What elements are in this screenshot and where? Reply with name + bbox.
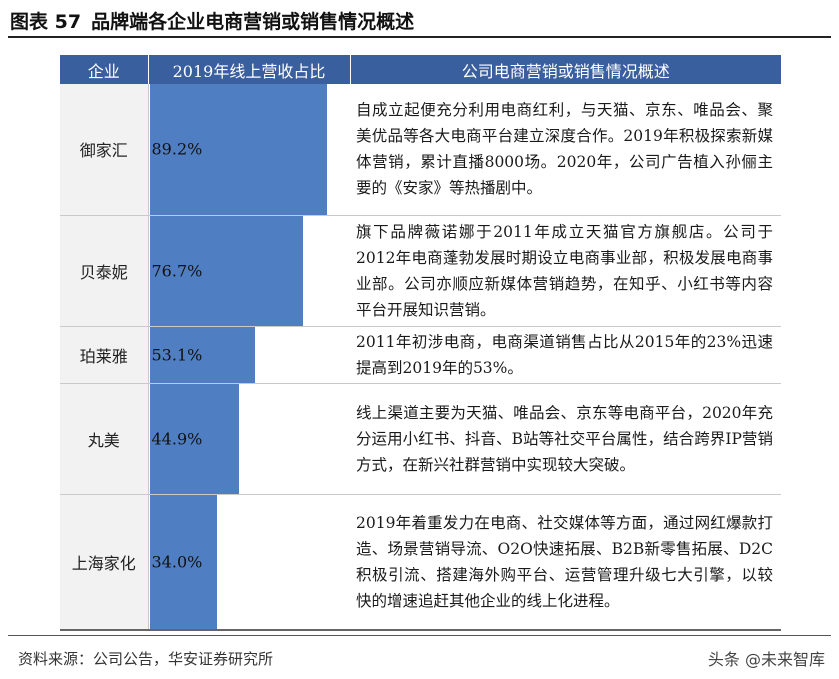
share-bar <box>149 383 240 494</box>
description-cell: 线上渠道主要为天猫、唯品会、京东等电商平台，2020年充分运用小红书、抖音、B站… <box>350 383 781 495</box>
source-note: 资料来源：公司公告，华安证券研究所 <box>18 649 274 668</box>
table-row: 珀莱雅 53.1% 2011年初涉电商，电商渠道销售占比从2015年的23%迅速… <box>60 326 781 384</box>
description-cell: 2019年着重发力在电商、社交媒体等方面，通过网红爆款打造、场景营销导流、O2O… <box>350 494 781 631</box>
header-company: 企业 <box>60 55 148 84</box>
share-bar <box>149 494 218 629</box>
bottom-rule <box>8 635 831 636</box>
company-cell: 丸美 <box>60 383 149 495</box>
table-row: 上海家化 34.0% 2019年着重发力在电商、社交媒体等方面，通过网红爆款打造… <box>60 494 781 631</box>
company-cell: 珀莱雅 <box>60 326 149 384</box>
ecommerce-table: 企业 2019年线上营收占比 公司电商营销或销售情况概述 御家汇 89.2% 自… <box>60 55 781 631</box>
share-value: 89.2% <box>151 139 203 159</box>
share-bar <box>149 215 303 326</box>
figure-label: 图表 57 <box>10 10 82 33</box>
header-overview: 公司电商营销或销售情况概述 <box>349 55 781 84</box>
figure-title: 图表 57 品牌端各企业电商营销或销售情况概述 <box>10 6 829 34</box>
share-value: 76.7% <box>151 261 203 280</box>
table-row: 御家汇 89.2% 自成立起便充分利用电商红利，与天猫、京东、唯品会、聚美优品等… <box>60 84 781 216</box>
watermark: 头条 @未来智库 <box>707 650 825 669</box>
share-value: 34.0% <box>151 552 203 572</box>
description-cell: 2011年初涉电商，电商渠道销售占比从2015年的23%迅速提高到2019年的5… <box>350 326 781 384</box>
table-row: 贝泰妮 76.7% 旗下品牌薇诺娜于2011年成立天猫官方旗舰店。公司于2012… <box>60 215 781 327</box>
share-value: 53.1% <box>151 345 203 364</box>
company-cell: 上海家化 <box>60 494 149 631</box>
header-online-share: 2019年线上营收占比 <box>147 55 350 84</box>
table-header-row: 企业 2019年线上营收占比 公司电商营销或销售情况概述 <box>60 55 781 84</box>
footer: 资料来源：公司公告，华安证券研究所 头条 @未来智库 <box>18 644 825 672</box>
share-bar <box>149 326 256 383</box>
description-cell: 自成立起便充分利用电商红利，与天猫、京东、唯品会、聚美优品等各大电商平台建立深度… <box>350 84 781 216</box>
description-cell: 旗下品牌薇诺娜于2011年成立天猫官方旗舰店。公司于2012年电商蓬勃发展时期设… <box>350 215 781 327</box>
share-cell: 76.7% <box>148 215 350 327</box>
share-bar <box>149 84 328 215</box>
share-value: 44.9% <box>151 429 203 448</box>
share-cell: 44.9% <box>148 383 350 495</box>
company-cell: 贝泰妮 <box>60 215 149 327</box>
share-cell: 89.2% <box>148 84 350 216</box>
company-cell: 御家汇 <box>60 84 149 216</box>
share-cell: 34.0% <box>148 494 350 631</box>
table-row: 丸美 44.9% 线上渠道主要为天猫、唯品会、京东等电商平台，2020年充分运用… <box>60 383 781 495</box>
top-rule <box>8 36 831 38</box>
share-cell: 53.1% <box>148 326 350 384</box>
figure-title-text: 品牌端各企业电商营销或销售情况概述 <box>91 10 415 33</box>
